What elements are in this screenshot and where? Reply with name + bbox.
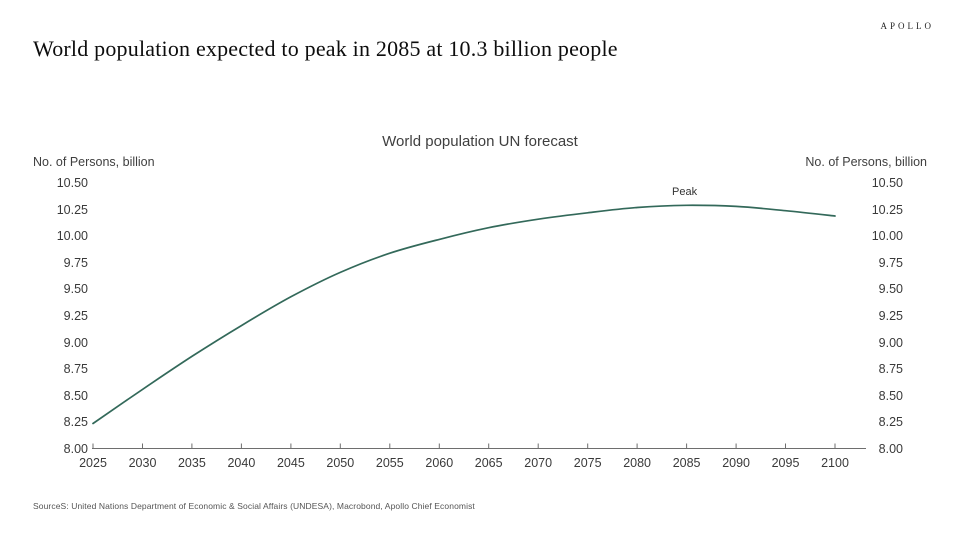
x-tick-label: 2095: [771, 456, 800, 470]
x-tick-label: 2100: [821, 456, 849, 470]
y-tick-label: 8.50: [63, 388, 88, 403]
y-tick-label: 10.50: [56, 176, 88, 190]
y-tick-label: 10.25: [871, 202, 903, 217]
y-tick-label: 9.00: [878, 335, 903, 350]
y-tick-label: 10.00: [871, 229, 903, 244]
source-note: SourceS: United Nations Department of Ec…: [33, 501, 475, 511]
x-tick-label: 2080: [623, 456, 651, 470]
y-axis-unit-label-left: No. of Persons, billion: [33, 155, 155, 169]
y-tick-label: 9.00: [63, 335, 88, 350]
x-tick-label: 2060: [425, 456, 454, 470]
y-tick-label: 8.00: [63, 442, 88, 456]
y-tick-label: 10.25: [56, 202, 88, 217]
y-tick-label: 8.25: [63, 415, 88, 430]
y-tick-label: 10.00: [56, 229, 88, 244]
x-axis-line: [92, 443, 866, 449]
y-tick-label: 8.75: [878, 362, 903, 377]
y-tick-label: 8.75: [63, 362, 88, 377]
y-tick-label: 9.75: [878, 255, 903, 270]
y-tick-label: 9.25: [878, 309, 903, 323]
y-tick-label: 8.50: [878, 388, 903, 403]
y-tick-label: 9.50: [63, 282, 88, 297]
x-tick-label: 2065: [474, 456, 503, 470]
y-tick-label: 9.25: [63, 309, 88, 323]
y-tick-label: 9.50: [878, 282, 903, 297]
chart-title: World population UN forecast: [382, 133, 578, 150]
apollo-logo: APOLLO: [880, 21, 934, 31]
x-tick-label: 2040: [227, 456, 256, 470]
page-title: World population expected to peak in 208…: [33, 36, 618, 61]
x-tick-label: 2090: [722, 456, 750, 470]
forecast-line: [92, 204, 836, 425]
x-tick-label: 2035: [177, 456, 206, 470]
x-tick-label: 2045: [276, 456, 305, 470]
x-tick-label: 2085: [672, 456, 701, 470]
x-tick-label: 2050: [326, 456, 355, 470]
x-tick-label: 2025: [79, 456, 107, 470]
y-axis-unit-label-right: No. of Persons, billion: [805, 155, 927, 169]
x-tick-label: 2075: [573, 456, 602, 470]
y-tick-label: 9.75: [63, 255, 88, 270]
x-tick-label: 2030: [128, 456, 157, 470]
y-tick-label: 8.00: [878, 442, 903, 456]
y-tick-label: 10.50: [871, 176, 903, 190]
x-tick-label: 2070: [524, 456, 553, 470]
x-tick-label: 2055: [375, 456, 404, 470]
peak-annotation: Peak: [672, 186, 698, 199]
y-tick-label: 8.25: [878, 415, 903, 430]
